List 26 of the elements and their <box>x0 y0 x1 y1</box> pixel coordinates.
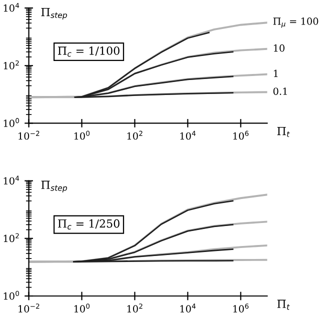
x-tick-label: 10$^{4}$ <box>180 130 196 140</box>
x-tick-label: 10$^{−2}$ <box>18 304 40 312</box>
text: 10 <box>274 44 284 52</box>
x-tick-label: 10$^{6}$ <box>233 130 249 140</box>
text: 1 <box>274 70 278 77</box>
x-tick-label: 10$^{0}$ <box>74 130 90 140</box>
y-tick-label: 10$^{2}$ <box>4 233 19 242</box>
y-axis-title: Π$_{step}$ <box>41 8 67 20</box>
y-axis-title: Π$_{step}$ <box>41 180 67 192</box>
x-tick-label: 10$^{−2}$ <box>18 130 40 140</box>
annotation: Π$_{c}$ = 1/100 <box>58 46 120 57</box>
y-tick-label: 10$^{4}$ <box>4 2 20 12</box>
x-tick-label: 10$^{0}$ <box>74 304 90 312</box>
text: 0.1 <box>273 88 287 95</box>
x-axis-title: Π$_{t}$ <box>277 126 290 137</box>
y-tick-label: 10$^{4}$ <box>4 176 20 185</box>
x-axis-title: Π$_{t}$ <box>277 300 290 310</box>
y-tick-label: 10$^{0}$ <box>4 290 20 300</box>
x-tick-label: 10$^{2}$ <box>127 130 142 140</box>
annotation: Π$_{c}$ = 1/250 <box>58 219 120 230</box>
y-tick-label: 10$^{2}$ <box>4 60 19 70</box>
x-tick-label: 10$^{4}$ <box>180 304 196 312</box>
x-tick-label: 10$^{6}$ <box>233 304 249 312</box>
text: Π$_{μ}$ = 100 <box>273 17 318 28</box>
x-tick-label: 10$^{2}$ <box>127 304 142 312</box>
y-tick-label: 10$^{0}$ <box>4 118 20 127</box>
